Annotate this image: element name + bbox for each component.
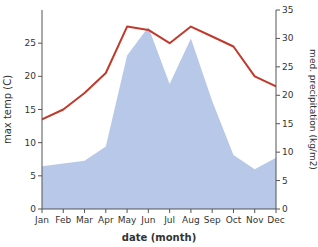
x-tick [63, 209, 64, 213]
x-tick-label: Dec [267, 215, 284, 225]
x-tick-label: Aug [182, 215, 200, 225]
y-tick [38, 142, 42, 143]
x-tick [276, 209, 277, 213]
y2-tick [276, 180, 280, 181]
y2-tick-label: 20 [282, 90, 294, 100]
y-tick [38, 109, 42, 110]
y2-axis-line [276, 10, 277, 209]
x-axis-label: date (month) [122, 232, 196, 243]
y-tick [38, 175, 42, 176]
y-tick-label: 25 [25, 38, 36, 48]
y-tick-label: 10 [25, 138, 37, 148]
y2-tick [276, 209, 280, 210]
x-tick-label: Oct [226, 215, 242, 225]
y2-tick [276, 123, 280, 124]
y2-tick-label: 35 [282, 5, 293, 15]
x-axis-line [42, 209, 276, 210]
y2-tick-label: 10 [282, 147, 294, 157]
x-tick [190, 209, 191, 213]
chart-svg: JanFebMarAprMayJunJulAugSepOctNovDec0510… [0, 0, 318, 247]
x-tick-label: Jun [140, 215, 155, 225]
x-tick-label: Feb [55, 215, 71, 225]
x-tick [84, 209, 85, 213]
y2-tick-label: 0 [282, 204, 288, 214]
y2-tick-label: 15 [282, 119, 293, 129]
y2-axis-label: med. precipitation (kg/m2) [308, 49, 318, 170]
y2-tick-label: 30 [282, 33, 294, 43]
y-tick [38, 209, 42, 210]
y-tick-label: 5 [30, 171, 36, 181]
y2-tick-label: 25 [282, 62, 293, 72]
x-tick [212, 209, 213, 213]
x-tick [169, 209, 170, 213]
y2-tick [276, 10, 280, 11]
x-tick-label: Mar [76, 215, 93, 225]
x-tick-label: May [118, 215, 137, 225]
y2-tick [276, 152, 280, 153]
y2-tick [276, 66, 280, 67]
x-tick [105, 209, 106, 213]
x-tick [127, 209, 128, 213]
x-tick-label: Sep [204, 215, 221, 225]
y2-tick-label: 5 [282, 176, 288, 186]
x-tick-label: Apr [98, 215, 114, 225]
precipitation-area [42, 27, 276, 209]
temperature-line [42, 27, 276, 120]
x-tick-label: Jul [163, 215, 175, 225]
y2-tick [276, 95, 280, 96]
y2-tick [276, 38, 280, 39]
x-tick [233, 209, 234, 213]
plot-area [42, 27, 276, 209]
y-tick-label: 0 [30, 204, 36, 214]
chart-container: JanFebMarAprMayJunJulAugSepOctNovDec0510… [0, 0, 318, 247]
x-tick-label: Nov [246, 215, 264, 225]
x-tick-label: Jan [34, 215, 49, 225]
x-tick [42, 209, 43, 213]
y-tick-label: 15 [25, 105, 36, 115]
x-tick [148, 209, 149, 213]
y-tick [38, 43, 42, 44]
x-tick [254, 209, 255, 213]
y-tick-label: 20 [25, 71, 37, 81]
y-axis-label: max temp (C) [2, 75, 13, 144]
y-tick [38, 76, 42, 77]
